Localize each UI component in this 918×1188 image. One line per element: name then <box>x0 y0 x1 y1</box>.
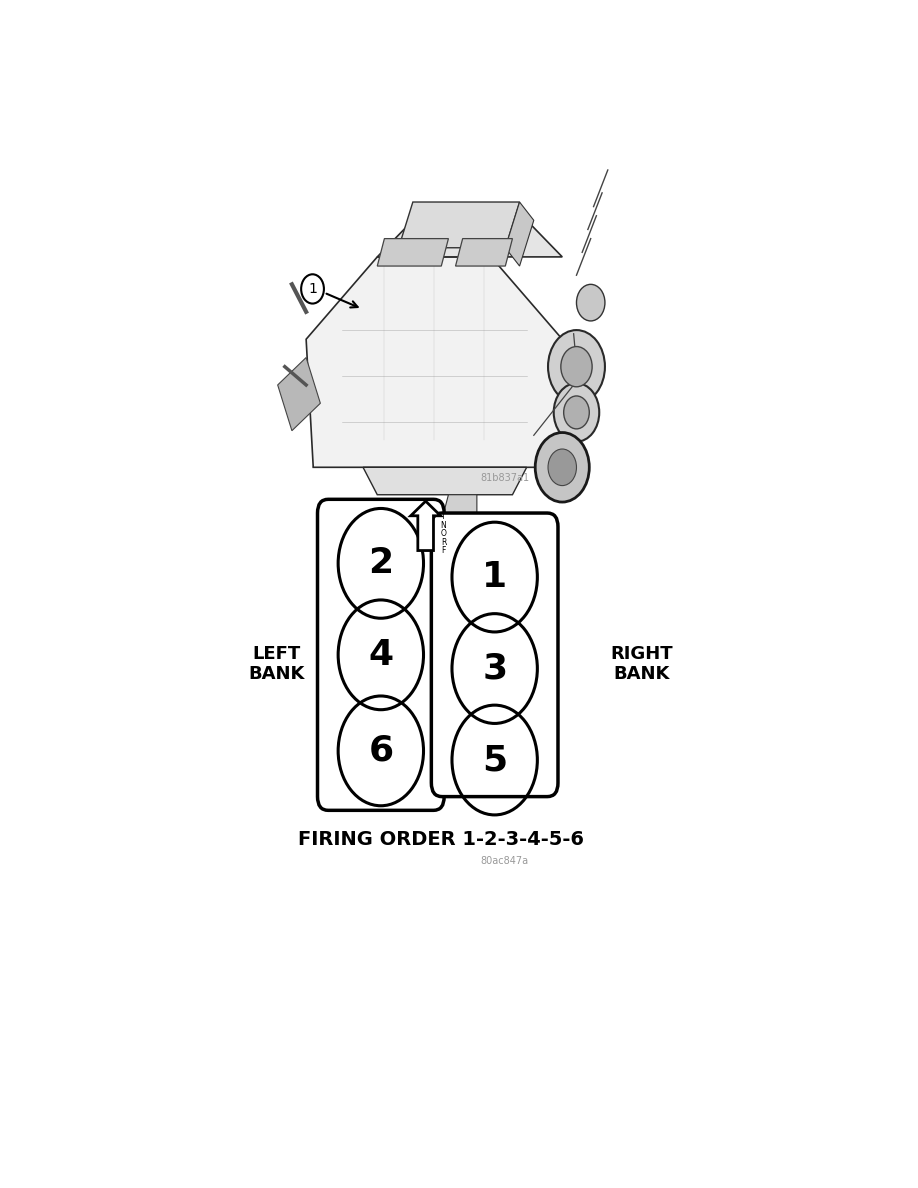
Polygon shape <box>398 202 520 248</box>
Text: 80ac847a: 80ac847a <box>480 855 529 866</box>
FancyBboxPatch shape <box>431 513 558 797</box>
Polygon shape <box>377 220 562 257</box>
Circle shape <box>548 449 577 486</box>
Text: RIGHT
BANK: RIGHT BANK <box>610 645 673 683</box>
Circle shape <box>577 284 605 321</box>
Text: LEFT
BANK: LEFT BANK <box>249 645 305 683</box>
Text: 81b837a1: 81b837a1 <box>480 473 529 484</box>
Polygon shape <box>455 239 512 266</box>
Circle shape <box>554 384 599 442</box>
Text: T: T <box>442 512 446 522</box>
Text: F: F <box>442 546 445 555</box>
Text: 2: 2 <box>368 546 394 581</box>
FancyBboxPatch shape <box>318 499 444 810</box>
Polygon shape <box>363 467 527 494</box>
Polygon shape <box>410 501 441 550</box>
Circle shape <box>535 432 589 503</box>
Circle shape <box>301 274 324 304</box>
Text: 5: 5 <box>482 742 508 777</box>
Text: 1: 1 <box>482 560 508 594</box>
Text: 1: 1 <box>308 282 317 296</box>
Text: 3: 3 <box>482 651 508 685</box>
Text: 6: 6 <box>368 734 394 767</box>
Polygon shape <box>313 449 562 467</box>
Circle shape <box>548 330 605 403</box>
Text: R: R <box>441 538 446 546</box>
Text: O: O <box>441 529 446 538</box>
Polygon shape <box>306 257 562 467</box>
Text: FIRING ORDER 1-2-3-4-5-6: FIRING ORDER 1-2-3-4-5-6 <box>298 830 584 849</box>
Polygon shape <box>442 494 476 523</box>
Polygon shape <box>277 358 320 431</box>
Circle shape <box>564 396 589 429</box>
Polygon shape <box>562 330 577 467</box>
Text: N: N <box>441 520 446 530</box>
Polygon shape <box>377 239 448 266</box>
Polygon shape <box>505 202 533 266</box>
Circle shape <box>561 347 592 387</box>
Text: 4: 4 <box>368 638 394 672</box>
